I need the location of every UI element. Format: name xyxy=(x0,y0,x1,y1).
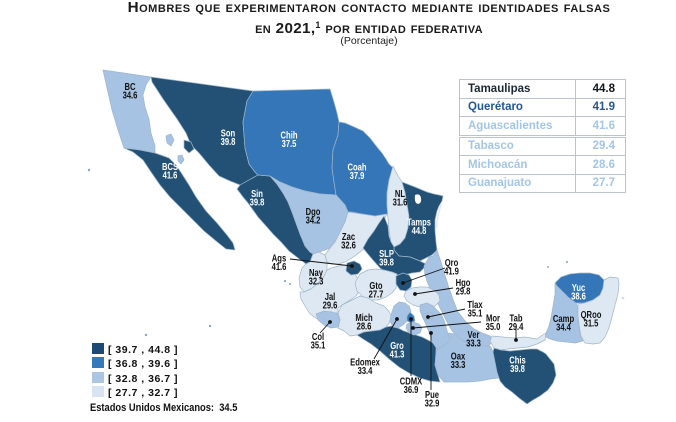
svg-text:Jal29.6: Jal 29.6 xyxy=(323,291,338,311)
svg-text:Ags41.6: Ags 41.6 xyxy=(272,253,287,273)
svg-text:SLP39.8: SLP 39.8 xyxy=(379,248,394,268)
svg-text:Chis39.8: Chis 39.8 xyxy=(509,355,526,375)
svg-text:Qro41.9: Qro 41.9 xyxy=(444,257,459,277)
svg-text:Col35.1: Col 35.1 xyxy=(311,331,326,351)
svg-text:Oax33.3: Oax 33.3 xyxy=(451,351,466,371)
svg-text:Yuc38.6: Yuc 38.6 xyxy=(571,282,586,302)
svg-text:Mor35.0: Mor 35.0 xyxy=(486,313,501,333)
svg-text:Pue32.9: Pue 32.9 xyxy=(425,389,440,409)
svg-text:Nay32.3: Nay 32.3 xyxy=(309,267,324,287)
svg-text:Dgo34.2: Dgo 34.2 xyxy=(306,206,321,226)
svg-text:Mich28.6: Mich 28.6 xyxy=(355,312,372,332)
svg-text:BCS41.6: BCS 41.6 xyxy=(162,161,178,181)
svg-text:Chih37.5: Chih 37.5 xyxy=(281,130,298,150)
svg-text:Camp34.4: Camp 34.4 xyxy=(553,313,574,333)
svg-text:Gto27.7: Gto 27.7 xyxy=(369,280,384,300)
svg-text:Ver33.3: Ver 33.3 xyxy=(466,329,481,349)
svg-text:Tab29.4: Tab 29.4 xyxy=(509,313,524,333)
svg-text:NL31.6: NL 31.6 xyxy=(393,188,408,208)
svg-text:Gro41.3: Gro 41.3 xyxy=(390,340,405,360)
svg-text:Son39.8: Son 39.8 xyxy=(221,128,236,148)
svg-text:Tamps44.8: Tamps 44.8 xyxy=(407,217,431,237)
svg-text:CDMX36.9: CDMX 36.9 xyxy=(400,375,423,395)
svg-text:Hgo29.8: Hgo 29.8 xyxy=(456,277,471,297)
svg-text:Tlax35.1: Tlax 35.1 xyxy=(467,299,482,319)
svg-text:Sin39.8: Sin 39.8 xyxy=(250,188,265,208)
svg-text:Coah37.9: Coah 37.9 xyxy=(347,162,366,182)
svg-text:BC34.6: BC 34.6 xyxy=(123,81,138,101)
svg-text:Edomex33.4: Edomex 33.4 xyxy=(350,357,380,377)
svg-text:Zac32.6: Zac 32.6 xyxy=(341,231,356,251)
svg-text:QRoo31.5: QRoo 31.5 xyxy=(581,309,602,329)
